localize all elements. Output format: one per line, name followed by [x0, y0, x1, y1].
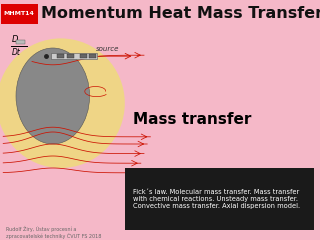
FancyBboxPatch shape [16, 40, 25, 44]
FancyBboxPatch shape [57, 54, 64, 58]
Text: source: source [96, 46, 119, 52]
FancyBboxPatch shape [67, 54, 74, 58]
FancyBboxPatch shape [51, 53, 97, 59]
Text: D: D [12, 36, 19, 44]
FancyBboxPatch shape [125, 168, 314, 230]
FancyBboxPatch shape [80, 54, 87, 58]
Ellipse shape [16, 48, 90, 144]
FancyBboxPatch shape [89, 54, 96, 58]
Text: Rudolf Žiry, Ústav procesní a
zpracovatelské techniky ČVUT FS 2018: Rudolf Žiry, Ústav procesní a zpracovate… [6, 226, 102, 239]
Ellipse shape [0, 38, 125, 168]
Text: Dt: Dt [12, 48, 21, 57]
Text: MHMT14: MHMT14 [4, 12, 35, 16]
FancyBboxPatch shape [1, 4, 38, 24]
Text: Momentum Heat Mass Transfer: Momentum Heat Mass Transfer [41, 6, 320, 21]
Text: Mass transfer: Mass transfer [133, 113, 251, 127]
Text: Fick´s law. Molecular mass transfer. Mass transfer
with chemical reactions. Unst: Fick´s law. Molecular mass transfer. Mas… [133, 189, 300, 209]
